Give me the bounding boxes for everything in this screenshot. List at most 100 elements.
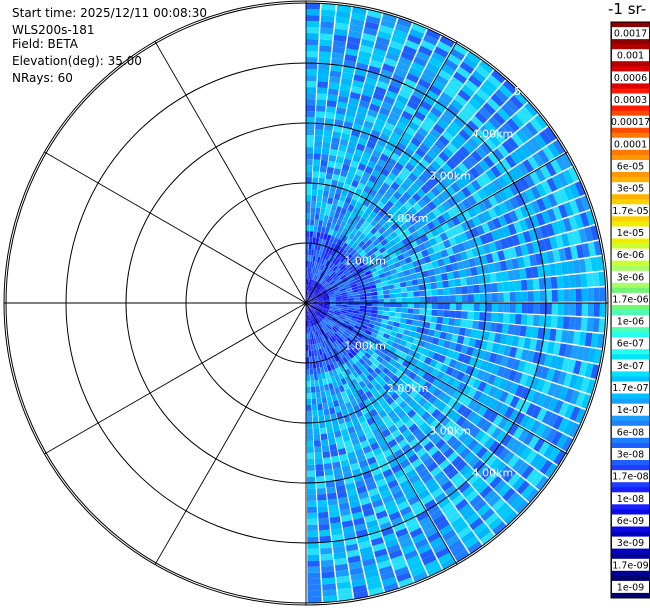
range-gate	[514, 207, 524, 221]
range-gate	[374, 42, 389, 52]
range-gate	[339, 453, 348, 462]
range-gate	[356, 319, 364, 325]
range-gate	[394, 67, 408, 78]
range-gate	[452, 270, 460, 279]
range-gate	[306, 213, 311, 220]
range-gate	[409, 438, 420, 449]
range-gate	[566, 231, 576, 246]
range-gate	[399, 506, 413, 517]
range-gate	[364, 315, 371, 320]
range-gate	[338, 213, 345, 221]
range-gate	[453, 427, 465, 439]
range-gate	[341, 308, 348, 312]
range-gate	[375, 334, 383, 341]
range-gate	[323, 252, 328, 259]
range-gate	[349, 24, 364, 33]
range-gate	[340, 390, 348, 398]
range-gate	[307, 291, 310, 298]
colorbar-label-box	[612, 337, 649, 350]
range-gate	[479, 254, 488, 265]
range-gate	[442, 529, 457, 542]
range-gate	[348, 457, 358, 465]
range-gate	[320, 21, 334, 29]
range-gate	[412, 89, 425, 100]
range-gate	[362, 362, 370, 370]
range-gate	[364, 352, 372, 359]
range-gate	[306, 33, 319, 40]
range-gate	[474, 256, 482, 266]
range-gate	[377, 306, 384, 311]
range-gate	[492, 521, 507, 536]
range-gate	[324, 240, 330, 247]
range-gate	[311, 319, 315, 326]
range-gate	[320, 27, 334, 35]
range-gate	[312, 274, 316, 281]
range-gate	[473, 293, 480, 303]
range-gate	[383, 255, 392, 262]
range-gate	[393, 405, 403, 415]
range-gate	[418, 314, 426, 322]
range-gate	[461, 485, 475, 498]
range-gate	[336, 10, 351, 19]
range-gate	[466, 120, 479, 133]
range-gate	[334, 22, 349, 31]
range-gate	[334, 290, 341, 294]
range-gate	[446, 247, 455, 256]
range-gate	[519, 205, 530, 218]
range-gate	[309, 332, 312, 339]
range-gate	[378, 74, 391, 85]
range-gate	[309, 314, 313, 321]
range-gate	[458, 269, 466, 278]
range-gate	[385, 538, 399, 548]
range-gate	[443, 303, 450, 310]
range-gate	[397, 344, 405, 352]
range-gate	[586, 272, 594, 287]
range-gate	[315, 275, 320, 282]
range-gate	[439, 459, 451, 471]
range-gate	[582, 347, 591, 362]
range-gate	[357, 415, 366, 424]
range-gate	[463, 468, 476, 481]
range-gate	[552, 206, 563, 221]
range-gate	[569, 406, 581, 422]
range-gate	[307, 518, 318, 525]
range-gate	[493, 401, 504, 413]
range-gate	[330, 413, 338, 421]
range-gate	[406, 72, 420, 84]
range-gate	[334, 405, 342, 413]
range-gate	[317, 303, 324, 305]
range-gate	[377, 331, 385, 337]
colorbar-tick-label: 1e-07	[617, 405, 644, 416]
range-gate	[498, 202, 509, 215]
range-gate	[461, 373, 471, 384]
range-gate	[318, 517, 330, 525]
range-gate	[345, 420, 354, 429]
range-gate	[425, 62, 440, 74]
range-gate	[423, 34, 439, 46]
range-gate	[306, 470, 316, 477]
range-gate	[355, 230, 363, 238]
range-gate	[443, 340, 451, 349]
range-gate	[328, 351, 334, 358]
range-gate	[354, 214, 362, 223]
range-gate	[363, 267, 370, 273]
range-gate	[372, 447, 383, 457]
range-gate	[330, 204, 337, 212]
range-gate	[355, 448, 365, 457]
range-gate	[320, 391, 326, 398]
range-gate	[323, 365, 329, 373]
range-gate	[319, 45, 332, 53]
range-gate	[448, 341, 457, 351]
range-gate	[328, 262, 334, 269]
range-gate	[318, 238, 323, 245]
range-gate	[336, 379, 343, 387]
range-gate	[340, 290, 347, 294]
range-gate	[568, 374, 579, 389]
range-gate	[412, 571, 428, 583]
range-gate	[531, 405, 542, 419]
range-gate	[549, 236, 559, 250]
range-gate	[329, 70, 342, 78]
range-gate	[332, 461, 341, 469]
range-gate	[481, 420, 493, 433]
range-gate	[343, 471, 353, 479]
